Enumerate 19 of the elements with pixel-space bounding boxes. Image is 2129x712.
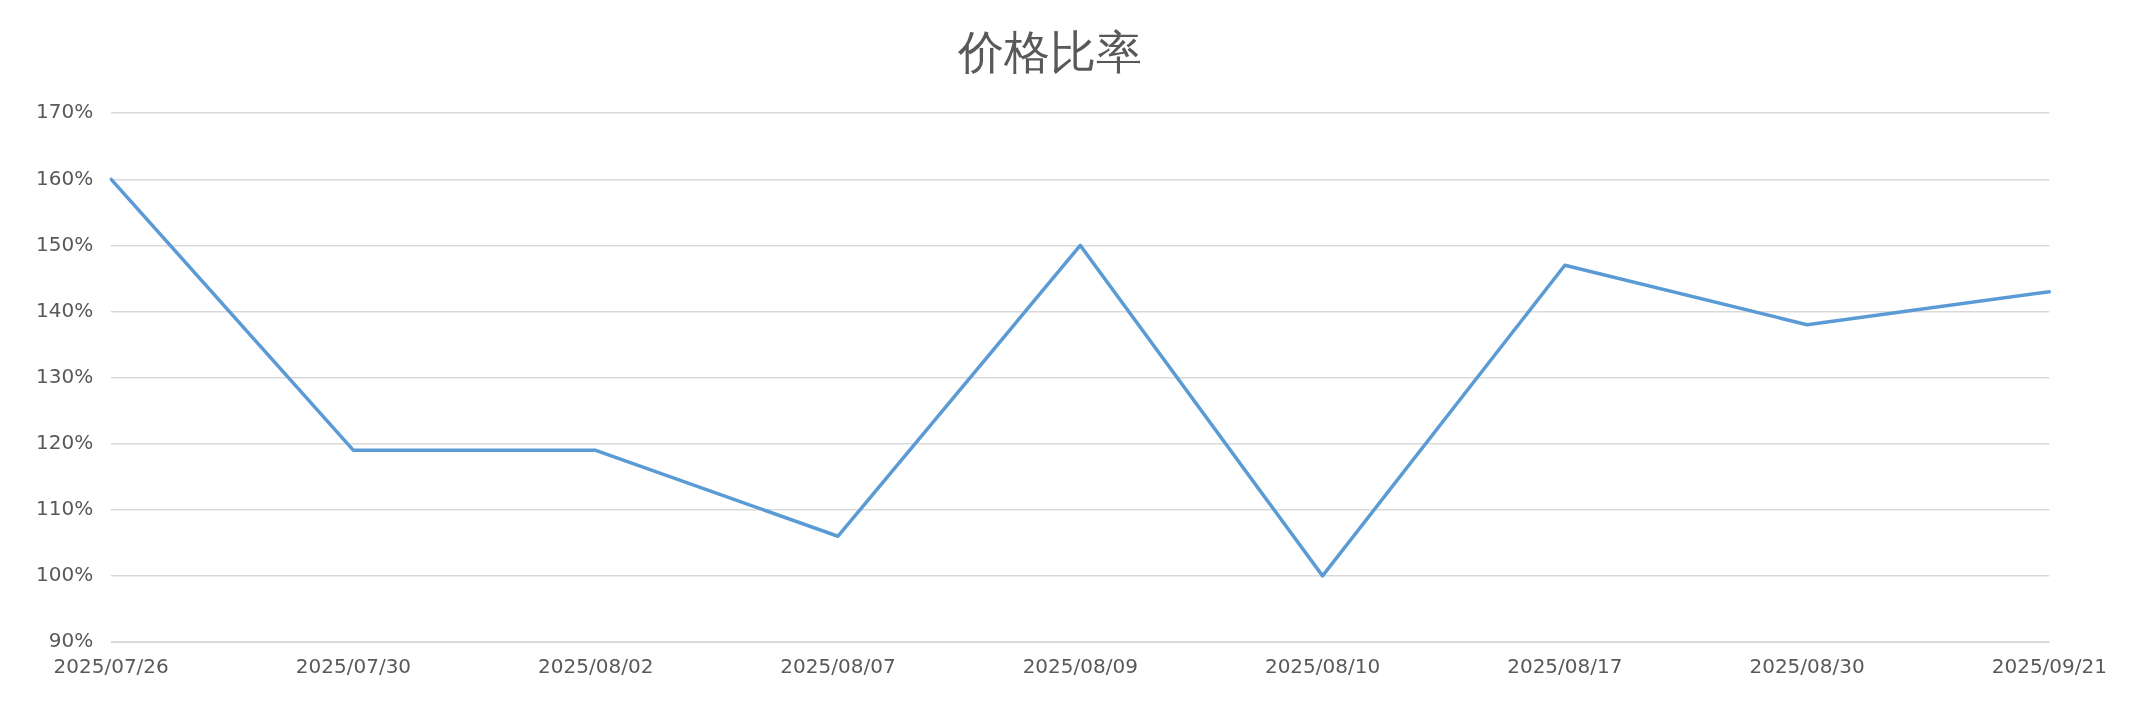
y-tick-label: 140% [35,297,94,322]
x-tick-label: 2025/07/26 [53,654,169,679]
y-tick-label: 130% [35,363,94,388]
x-tick-label: 2025/08/09 [1022,654,1138,679]
y-tick-label: 160% [35,165,94,190]
chart-title: 价格比率 [956,24,1142,79]
x-tick-label: 2025/08/07 [780,654,896,679]
y-tick-label: 150% [35,231,94,256]
y-tick-label: 120% [35,429,94,454]
x-tick-label: 2025/08/02 [538,654,654,679]
x-tick-label: 2025/08/10 [1264,654,1381,679]
x-tick-label: 2025/07/30 [295,654,412,679]
y-tick-label: 90% [48,628,94,653]
y-tick-label: 170% [35,99,94,124]
y-tick-label: 110% [35,496,94,520]
y-tick-label: 100% [35,562,94,587]
x-tick-label: 2025/08/30 [1749,654,1865,679]
x-tick-label: 2025/09/21 [1991,654,2107,679]
x-tick-label: 2025/08/17 [1507,654,1623,679]
